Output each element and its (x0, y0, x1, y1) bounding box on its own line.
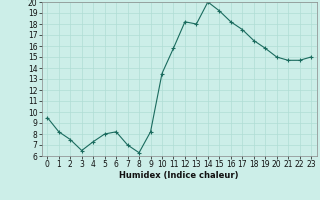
X-axis label: Humidex (Indice chaleur): Humidex (Indice chaleur) (119, 171, 239, 180)
